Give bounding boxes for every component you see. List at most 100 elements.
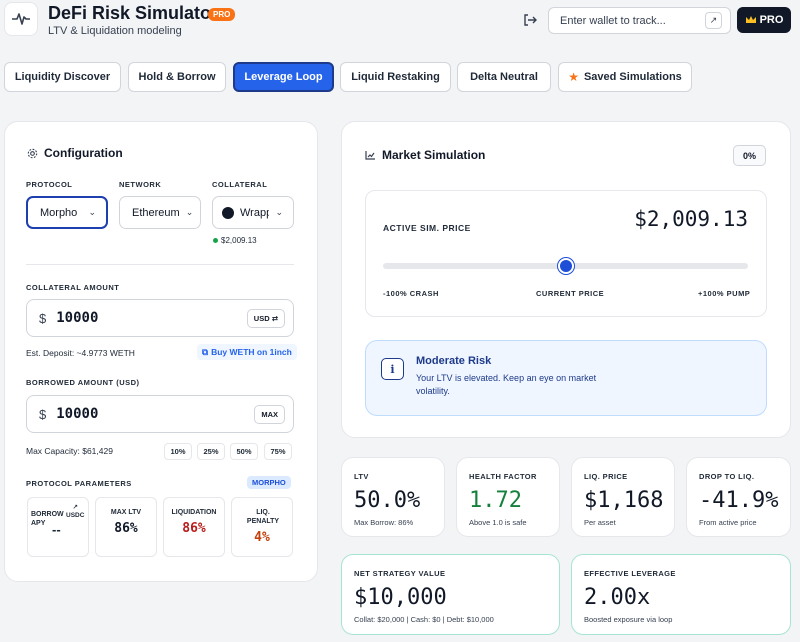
protocol-value: Morpho <box>40 206 78 219</box>
stat-title: LIQ. PRICE <box>584 472 628 481</box>
percent-10-button[interactable]: 10% <box>164 443 192 460</box>
buy-weth-link[interactable]: ⧉ Buy WETH on 1inch <box>197 344 297 360</box>
tab-leverage-loop[interactable]: Leverage Loop <box>233 62 334 92</box>
protocol-badge: MORPHO <box>247 476 291 489</box>
tab-label: Delta Neutral <box>470 71 538 83</box>
risk-title: Moderate Risk <box>416 355 492 367</box>
settings-icon <box>27 148 38 159</box>
collateral-select[interactable]: Wrapp ⌄ <box>212 196 294 229</box>
app-subtitle: LTV & Liquidation modeling <box>48 25 182 37</box>
tab-hold-borrow[interactable]: Hold & Borrow <box>128 62 226 92</box>
buy-weth-label: Buy WETH on 1inch <box>211 347 292 357</box>
wallet-input[interactable] <box>560 14 705 27</box>
price-slider-thumb[interactable] <box>557 258 574 274</box>
network-label: NETWORK <box>119 180 162 189</box>
slider-max-label: +100% PUMP <box>698 289 751 298</box>
param-value: 86% <box>182 521 206 536</box>
stat-title: HEALTH FACTOR <box>469 472 537 481</box>
collateral-amount-value[interactable]: 10000 <box>56 310 99 326</box>
chevron-down-icon: ⌄ <box>88 207 96 217</box>
collateral-amount-field[interactable]: $ 10000 USD ⇄ <box>26 299 294 337</box>
risk-text: Your LTV is elevated. Keep an eye on mar… <box>416 373 597 396</box>
usd-toggle-button[interactable]: USD ⇄ <box>246 308 285 328</box>
est-deposit: Est. Deposit: ~4.9773 WETH <box>26 348 135 358</box>
param-value: 4% <box>254 530 270 545</box>
chart-icon <box>365 151 375 160</box>
param-title: MAX LTV <box>110 509 142 516</box>
borrowed-amount-field[interactable]: $ 10000 MAX <box>26 395 294 433</box>
pro-button[interactable]: PRO <box>737 7 791 33</box>
stat-effective-leverage: EFFECTIVE LEVERAGE 2.00x Boosted exposur… <box>571 554 791 635</box>
protocol-parameters-label: PROTOCOL PARAMETERS <box>26 479 132 488</box>
logout-icon[interactable] <box>522 12 538 28</box>
stat-sub: Boosted exposure via loop <box>584 615 673 624</box>
param-title: LIQ. PENALTY <box>246 509 280 525</box>
price-slider-track[interactable] <box>383 258 748 274</box>
stat-sub: Collat: $20,000 | Cash: $0 | Debt: $10,0… <box>354 615 494 624</box>
borrowed-amount-value[interactable]: 10000 <box>56 406 99 422</box>
tab-label: Liquid Restaking <box>351 71 440 83</box>
price-change-badge: 0% <box>733 145 766 166</box>
tab-label: Saved Simulations <box>583 71 682 83</box>
param-borrow-apy: BORROW APY ↗ USDC -- <box>27 497 89 557</box>
param-max-ltv: MAX LTV 86% <box>95 497 157 557</box>
collateral-price: $2,009.13 <box>213 236 257 245</box>
stat-value: $1,168 <box>584 488 664 513</box>
chevron-down-icon: ⌄ <box>275 207 283 217</box>
stat-sub: Above 1.0 is safe <box>469 518 527 527</box>
network-select[interactable]: Ethereum ⌄ <box>119 196 201 229</box>
borrowed-amount-label: BORROWED AMOUNT (USD) <box>26 378 140 387</box>
chevron-down-icon: ⌄ <box>185 207 194 217</box>
slider-mid-label: CURRENT PRICE <box>536 289 605 298</box>
param-tag-label: USDC <box>66 512 85 519</box>
stat-value: $10,000 <box>354 585 447 610</box>
tab-delta-neutral[interactable]: Delta Neutral <box>457 62 551 92</box>
param-title: BORROW APY <box>31 511 64 527</box>
percent-25-button[interactable]: 25% <box>197 443 225 460</box>
param-value: -- <box>52 522 61 537</box>
active-price-value: $2,009.13 <box>634 207 748 231</box>
network-value: Ethereum <box>132 206 180 219</box>
tab-saved-simulations[interactable]: ★ Saved Simulations <box>558 62 692 92</box>
pro-badge: PRO <box>208 8 236 21</box>
market-simulation-title: Market Simulation <box>382 148 486 162</box>
stat-title: LTV <box>354 472 369 481</box>
stat-value: -41.9% <box>699 488 779 513</box>
info-icon: i <box>381 358 404 380</box>
tab-label: Hold & Borrow <box>138 71 216 83</box>
app-logo <box>4 2 38 36</box>
collateral-value: Wrapp <box>240 206 270 219</box>
percent-50-button[interactable]: 50% <box>230 443 258 460</box>
wallet-search: ↗ <box>548 7 731 34</box>
external-link-icon: ⧉ <box>202 346 209 357</box>
tab-liquidity-discover[interactable]: Liquidity Discover <box>4 62 121 92</box>
stat-sub: Per asset <box>584 518 616 527</box>
stat-title: EFFECTIVE LEVERAGE <box>584 569 676 578</box>
slider-min-label: -100% CRASH <box>383 289 439 298</box>
app-title: DeFi Risk Simulator <box>48 3 219 23</box>
stat-value: 1.72 <box>469 488 522 513</box>
star-icon: ★ <box>568 70 579 84</box>
collateral-label: COLLATERAL <box>212 180 268 189</box>
collateral-amount-label: COLLATERAL AMOUNT <box>26 283 120 292</box>
percent-75-button[interactable]: 75% <box>264 443 292 460</box>
tab-liquid-restaking[interactable]: Liquid Restaking <box>340 62 451 92</box>
max-button[interactable]: MAX <box>254 404 285 424</box>
param-title: LIQUIDATION <box>171 509 217 516</box>
tab-label: Liquidity Discover <box>14 71 111 83</box>
param-tag: ↗ USDC <box>66 504 85 519</box>
stat-sub: Max Borrow: 86% <box>354 518 414 527</box>
usd-toggle-label: USD <box>253 313 270 323</box>
currency-symbol: $ <box>39 406 47 422</box>
param-liq-penalty: LIQ. PENALTY 4% <box>231 497 293 557</box>
tab-label: Leverage Loop <box>244 71 323 83</box>
param-liquidation: LIQUIDATION 86% <box>163 497 225 557</box>
stat-ltv: LTV 50.0% Max Borrow: 86% <box>341 457 445 537</box>
param-value: 86% <box>114 521 138 536</box>
stat-title: DROP TO LIQ. <box>699 472 755 481</box>
max-capacity: Max Capacity: $61,429 <box>26 446 113 456</box>
pulse-icon <box>12 13 30 25</box>
protocol-select[interactable]: Morpho ⌄ <box>26 196 108 229</box>
arrow-up-right-icon[interactable]: ↗ <box>705 12 722 29</box>
stat-drop-to-liq: DROP TO LIQ. -41.9% From active price <box>686 457 791 537</box>
